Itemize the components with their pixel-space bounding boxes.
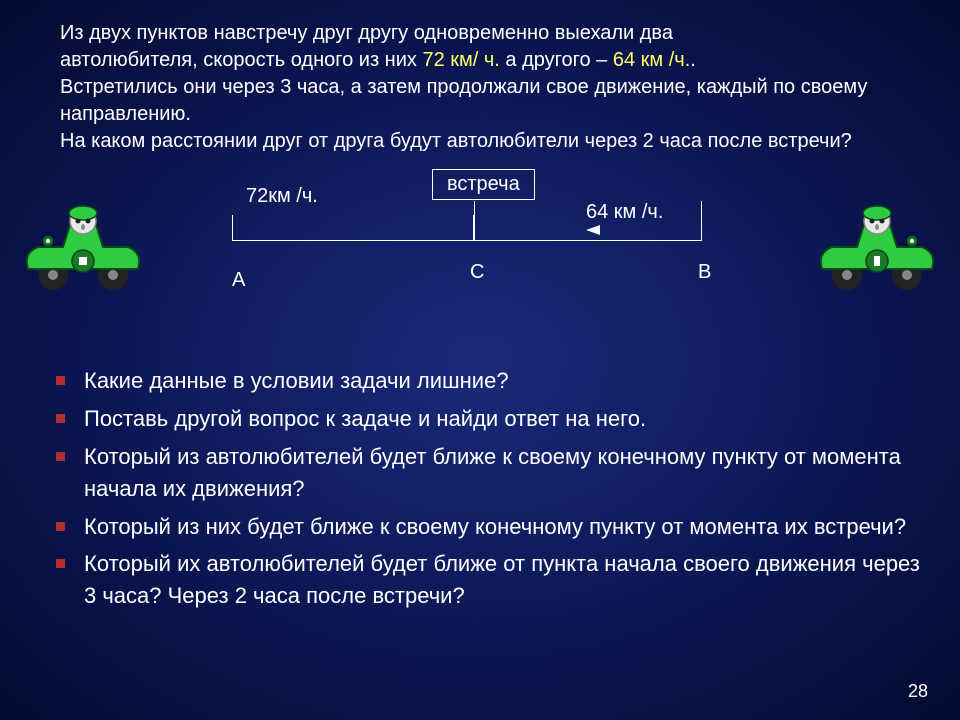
point-c-label: C xyxy=(470,261,484,284)
speed1-label: 72км /ч. xyxy=(246,185,318,208)
point-a-label: A xyxy=(232,269,245,292)
problem-line2a: автолюбителя, скорость одного из них xyxy=(60,49,422,71)
speed2-highlight: 64 км /ч. xyxy=(613,49,690,71)
problem-statement: Из двух пунктов навстречу друг другу одн… xyxy=(0,0,960,163)
questions-list: Какие данные в условии задачи лишние? По… xyxy=(0,337,960,612)
diagram-region: встреча 72км /ч. 64 км /ч. A C B xyxy=(0,167,960,337)
question-item: Поставь другой вопрос к задаче и найди о… xyxy=(56,403,920,435)
question-item: Который из них будет ближе к своему коне… xyxy=(56,511,920,543)
segment-cb xyxy=(474,201,702,241)
problem-line4: На каком расстоянии друг от друга будут … xyxy=(60,130,852,152)
question-item: Какие данные в условии задачи лишние? xyxy=(56,365,920,397)
point-b-label: B xyxy=(698,261,711,284)
question-item: Который из автолюбителей будет ближе к с… xyxy=(56,441,920,505)
meeting-label-box: встреча xyxy=(432,169,535,200)
page-number: 28 xyxy=(908,681,928,702)
problem-line3: Встретились они через 3 часа, а затем пр… xyxy=(60,76,867,125)
problem-line1: Из двух пунктов навстречу друг другу одн… xyxy=(60,22,673,44)
speed1-highlight: 72 км/ ч. xyxy=(422,49,499,71)
segment-ac xyxy=(232,215,474,241)
problem-line2c: . xyxy=(690,49,696,71)
car-right-icon xyxy=(812,203,942,293)
question-item: Который их автолюбителей будет ближе от … xyxy=(56,548,920,612)
car-left-icon xyxy=(18,203,148,293)
problem-line2b: а другого – xyxy=(500,49,613,71)
arrow-left-icon xyxy=(586,225,600,235)
